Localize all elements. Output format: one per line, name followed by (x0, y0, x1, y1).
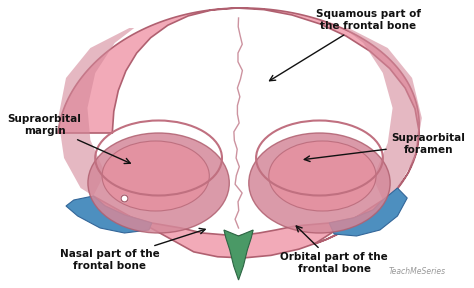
Text: Supraorbital
foramen: Supraorbital foramen (304, 133, 465, 162)
Ellipse shape (88, 133, 229, 233)
Polygon shape (329, 188, 407, 236)
Polygon shape (344, 28, 422, 200)
Text: Orbital part of the
frontal bone: Orbital part of the frontal bone (280, 226, 388, 274)
Ellipse shape (249, 133, 390, 233)
Text: Supraorbital
margin: Supraorbital margin (8, 114, 130, 164)
Polygon shape (66, 196, 152, 233)
Text: Nasal part of the
frontal bone: Nasal part of the frontal bone (60, 228, 205, 271)
Polygon shape (58, 28, 134, 196)
Ellipse shape (269, 141, 376, 211)
Text: Squamous part of
the frontal bone: Squamous part of the frontal bone (270, 9, 421, 81)
Text: TeachMeSeries: TeachMeSeries (389, 267, 446, 276)
Polygon shape (224, 230, 253, 280)
Polygon shape (58, 8, 419, 258)
Ellipse shape (102, 141, 210, 211)
